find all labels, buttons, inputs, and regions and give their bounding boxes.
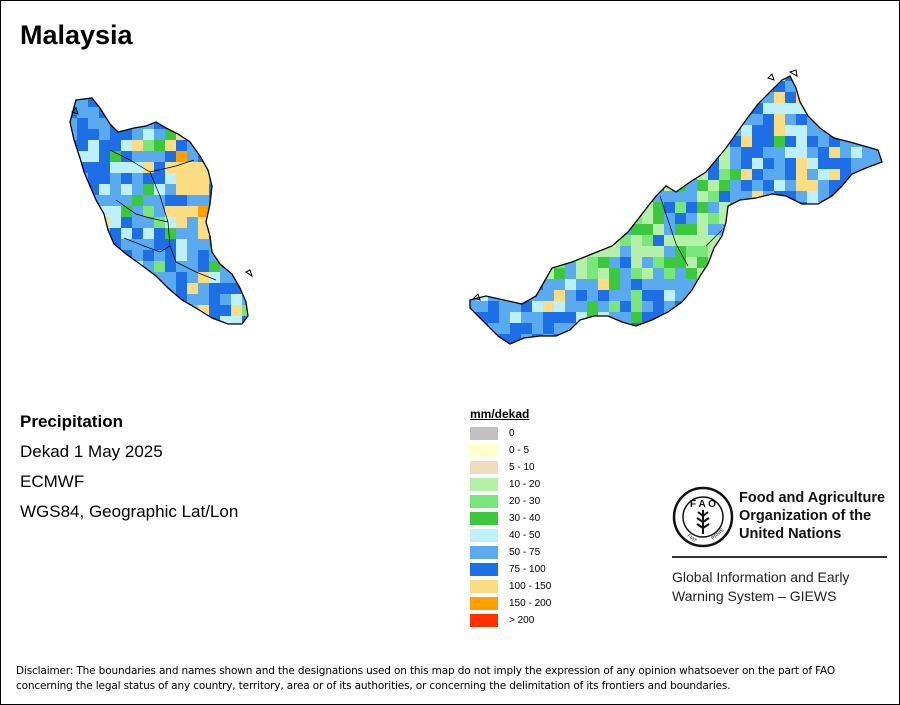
legend-swatch bbox=[470, 580, 498, 593]
legend-swatch bbox=[470, 512, 498, 525]
legend-swatch bbox=[470, 563, 498, 576]
legend-item: 0 bbox=[470, 425, 551, 442]
fao-logo: F A O FIAT PANIS bbox=[672, 486, 734, 548]
legend-item: 0 - 5 bbox=[470, 442, 551, 459]
legend-item: 150 - 200 bbox=[470, 595, 551, 612]
giews-line1: Global Information and Early bbox=[672, 569, 850, 585]
fao-name: Food and Agriculture Organization of the… bbox=[739, 489, 885, 543]
state-boundaries bbox=[109, 149, 723, 281]
giews-line2: Warning System – GIEWS bbox=[672, 587, 837, 604]
legend-rows: 0 0 - 5 5 - 10 10 - 20 20 - 30 30 - 40 40 - 50… bbox=[470, 425, 551, 629]
precipitation-map bbox=[69, 69, 883, 345]
borneo-precip-grid bbox=[470, 76, 882, 344]
variable-label: Precipitation bbox=[20, 412, 123, 431]
legend-label: 5 - 10 bbox=[509, 462, 535, 473]
legend-label: 50 - 75 bbox=[509, 547, 541, 558]
legend-swatch bbox=[470, 597, 498, 610]
svg-text:F A O: F A O bbox=[690, 499, 716, 510]
legend-item: > 200 bbox=[470, 612, 551, 629]
map-title: Malaysia bbox=[20, 20, 133, 50]
legend-swatch bbox=[470, 495, 498, 508]
svg-text:PANIS: PANIS bbox=[710, 527, 726, 541]
legend-item: 10 - 20 bbox=[470, 476, 551, 493]
legend-item: 50 - 75 bbox=[470, 544, 551, 561]
legend-swatch bbox=[470, 461, 498, 474]
legend-label: 75 - 100 bbox=[509, 564, 546, 575]
legend-swatch bbox=[470, 444, 498, 457]
legend-label: 150 - 200 bbox=[509, 598, 552, 609]
legend-label: 0 bbox=[509, 428, 515, 439]
legend-label: 0 - 5 bbox=[509, 445, 530, 456]
legend-item: 30 - 40 bbox=[470, 510, 551, 527]
model-label: ECMWF bbox=[20, 472, 85, 491]
legend-item: 20 - 30 bbox=[470, 493, 551, 510]
legend-swatch bbox=[470, 546, 498, 559]
projection-label: WGS84, Geographic Lat/Lon bbox=[20, 502, 239, 521]
legend-item: 5 - 10 bbox=[470, 459, 551, 476]
legend-item: 40 - 50 bbox=[470, 527, 551, 544]
legend-swatch bbox=[470, 529, 498, 542]
svg-text:FIAT: FIAT bbox=[686, 533, 698, 544]
legend-swatch bbox=[470, 614, 498, 627]
legend-label: 20 - 30 bbox=[509, 496, 541, 507]
legend-label: 100 - 150 bbox=[509, 581, 552, 592]
legend-item: 100 - 150 bbox=[470, 578, 551, 595]
borneo-coastline bbox=[469, 75, 883, 345]
map-legend: mm/dekad 0 0 - 5 5 - 10 10 - 20 20 - 30 30 - … bbox=[470, 407, 551, 629]
peninsular-coastline bbox=[69, 97, 249, 325]
fao-name-line1: Food and Agriculture bbox=[739, 490, 886, 506]
fao-name-line2: Organization of the bbox=[739, 508, 872, 524]
legend-swatch bbox=[470, 427, 498, 440]
legend-title: mm/dekad bbox=[470, 407, 530, 421]
divider bbox=[672, 556, 887, 558]
fao-name-line3: United Nations bbox=[739, 526, 842, 542]
period-label: Dekad 1 May 2025 bbox=[20, 442, 163, 461]
legend-swatch bbox=[470, 478, 498, 491]
disclaimer: Disclaimer: The boundaries and names sho… bbox=[16, 665, 835, 692]
legend-item: 75 - 100 bbox=[470, 561, 551, 578]
giews-label: Global Information and Early Warning Sys… bbox=[672, 568, 849, 605]
legend-label: 40 - 50 bbox=[509, 530, 541, 541]
legend-label: > 200 bbox=[509, 615, 535, 626]
legend-label: 10 - 20 bbox=[509, 479, 541, 490]
peninsular-precip-grid bbox=[70, 98, 248, 324]
islands bbox=[71, 69, 798, 301]
legend-label: 30 - 40 bbox=[509, 513, 541, 524]
